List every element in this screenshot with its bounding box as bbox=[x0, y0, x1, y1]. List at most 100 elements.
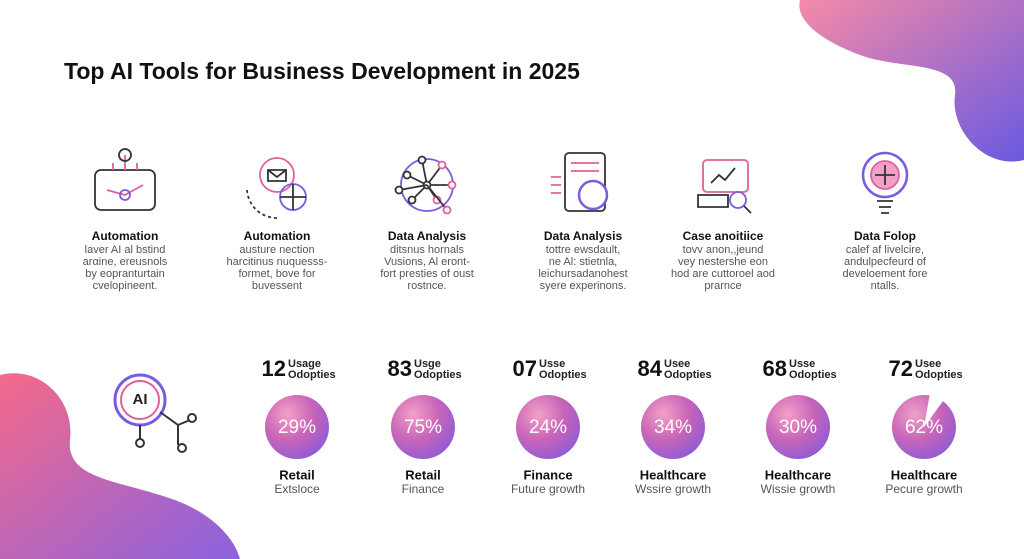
stat-number: 12 bbox=[262, 356, 286, 381]
tool-description: buvessent bbox=[252, 280, 302, 292]
tool-description: leichursadanohest bbox=[538, 268, 627, 280]
tool-icon bbox=[246, 157, 307, 219]
icon-part bbox=[267, 169, 287, 182]
tool-description: develoement fore bbox=[843, 268, 928, 280]
tool-description: harcitinus nuquesss- bbox=[227, 256, 328, 268]
tool-icon bbox=[394, 155, 457, 215]
icon-part bbox=[259, 157, 295, 193]
stat-percent: 29% bbox=[278, 417, 316, 438]
icon-part bbox=[398, 184, 428, 191]
stat-label: Odopties bbox=[288, 369, 336, 381]
tool-description: prarnce bbox=[704, 280, 741, 292]
stat-disc bbox=[265, 395, 329, 459]
icon-part bbox=[551, 162, 599, 194]
icon-part bbox=[743, 205, 752, 214]
icon-part bbox=[702, 159, 749, 193]
tool-description: arαine, ereusnols bbox=[83, 256, 168, 268]
tool-description: hod are cuttoroel aod bbox=[671, 268, 775, 280]
stat-number: 72 bbox=[889, 356, 913, 381]
icon-part bbox=[697, 167, 736, 208]
icon-part bbox=[442, 205, 452, 215]
tool-description: formet, bove for bbox=[238, 268, 315, 280]
corner-blob bbox=[799, 0, 1024, 162]
icon-part bbox=[394, 185, 404, 195]
icon-part bbox=[106, 155, 144, 196]
stat-label: Odopties bbox=[915, 369, 963, 381]
stat-label: Usee bbox=[915, 358, 941, 370]
tool-icon bbox=[697, 159, 752, 214]
stat-label: Usse bbox=[539, 358, 565, 370]
stat-note: Future growth bbox=[511, 482, 585, 496]
stat-percent: 75% bbox=[404, 417, 442, 438]
stat-disc bbox=[641, 395, 705, 459]
stat-label: Odopties bbox=[539, 369, 587, 381]
stat-label: Usse bbox=[789, 358, 815, 370]
tool-description: syere experinons. bbox=[540, 280, 627, 292]
icon-part bbox=[119, 189, 131, 201]
stat-note: Finance bbox=[402, 482, 445, 496]
stat-label: Usee bbox=[664, 358, 690, 370]
stat-number: 84 bbox=[638, 356, 663, 381]
stat-disc bbox=[766, 395, 830, 459]
stat-note: Wssire growth bbox=[635, 482, 711, 496]
stat-percent: 24% bbox=[529, 417, 567, 438]
icon-part bbox=[447, 180, 457, 190]
title: Top AI Tools for Business Development in… bbox=[64, 58, 580, 84]
stat-note: Pecure growth bbox=[885, 482, 962, 496]
tool-description: calef af livelcire, bbox=[846, 244, 924, 256]
tool-name: Data Folop bbox=[854, 229, 916, 243]
icon-part bbox=[564, 152, 606, 212]
icon-part bbox=[875, 165, 895, 214]
icon-part bbox=[437, 160, 447, 170]
tool-name: Automation bbox=[244, 229, 311, 243]
tool-description: tovv anon,,jeund bbox=[683, 244, 764, 256]
ai-badge-icon bbox=[113, 373, 197, 453]
stat-sector: Healthcare bbox=[891, 467, 957, 482]
tool-description: laver AI al bstind bbox=[85, 244, 166, 256]
icon-part bbox=[407, 195, 417, 205]
disc-gap bbox=[924, 393, 946, 427]
corner-blob bbox=[0, 373, 240, 559]
tool-description: tottre ewsdault, bbox=[546, 244, 621, 256]
icon-part bbox=[246, 189, 278, 219]
stat-disc bbox=[391, 395, 455, 459]
icon-part bbox=[426, 184, 448, 211]
tool-icon bbox=[94, 148, 156, 211]
tool-description: andulpecfeurd of bbox=[844, 256, 927, 268]
tool-description: Vusions, Al eront- bbox=[384, 256, 470, 268]
stat-number: 68 bbox=[763, 356, 787, 381]
stat-number: 07 bbox=[513, 356, 537, 381]
icon-part bbox=[729, 191, 747, 209]
tool-description: ntalls. bbox=[871, 280, 900, 292]
stat-percent: 30% bbox=[779, 417, 817, 438]
stat-label: Odopties bbox=[664, 369, 712, 381]
tool-name: Data Analysis bbox=[544, 229, 623, 243]
stat-sector: Retail bbox=[405, 467, 440, 482]
tool-description: vey nestershe eon bbox=[678, 256, 768, 268]
ai-badge: AI bbox=[133, 391, 148, 408]
stat-label: Usage bbox=[288, 358, 321, 370]
tool-icon bbox=[551, 152, 609, 212]
stat-sector: Healthcare bbox=[765, 467, 831, 482]
icon-part bbox=[402, 170, 412, 180]
icon-part bbox=[861, 151, 909, 199]
tool-description: rostnce. bbox=[407, 280, 446, 292]
tool-description: ne Al: stietnla, bbox=[549, 256, 618, 268]
tool-description: austure nection bbox=[239, 244, 314, 256]
stat-disc bbox=[516, 395, 580, 459]
icon-part bbox=[280, 184, 306, 210]
tool-name: Data Analysis bbox=[388, 229, 467, 243]
stat-percent: 62% bbox=[905, 417, 943, 438]
stat-note: Extsloce bbox=[274, 482, 320, 496]
stat-note: Wissie growth bbox=[761, 482, 836, 496]
tool-description: fort presties of oust bbox=[380, 268, 474, 280]
stat-label: Odopties bbox=[414, 369, 462, 381]
icon-part bbox=[417, 155, 427, 165]
icon-part bbox=[577, 179, 609, 211]
tool-name: Case anoitiice bbox=[683, 229, 764, 243]
icon-part bbox=[118, 148, 132, 162]
tool-description: ditsnus hornals bbox=[390, 244, 464, 256]
stat-percent: 34% bbox=[654, 417, 692, 438]
stat-label: Usge bbox=[414, 358, 441, 370]
